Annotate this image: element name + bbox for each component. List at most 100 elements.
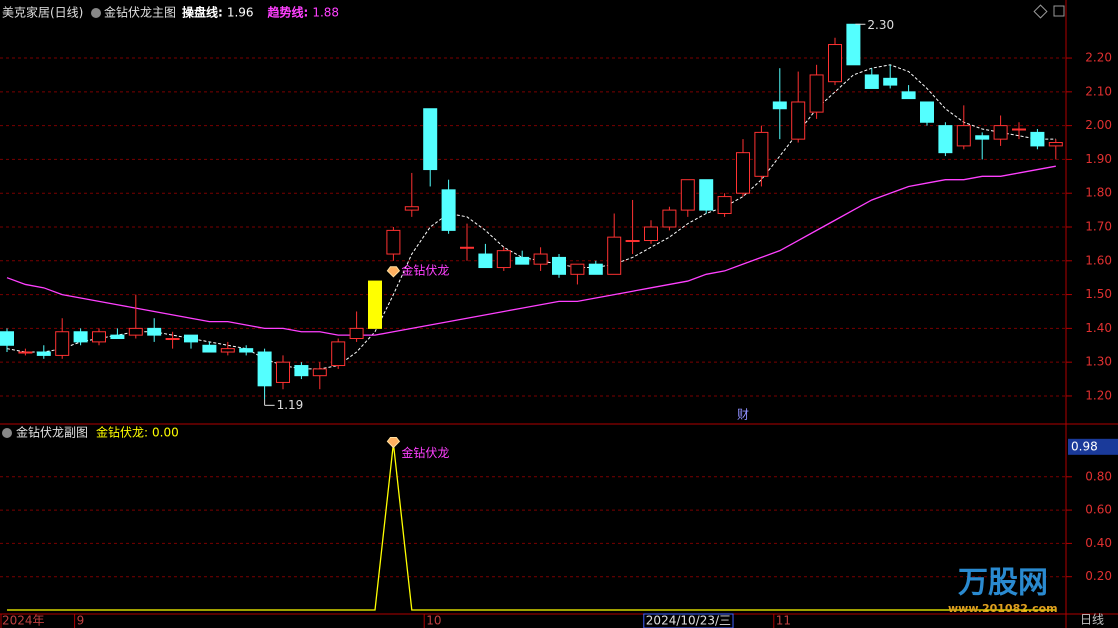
candle-body [662,209,677,228]
candle-body [1048,142,1063,147]
candle-body [644,226,658,242]
candle-body [920,101,934,123]
y-tick-label: 1.40 [1085,321,1112,335]
candle-body [294,365,309,377]
y-tick-label: 1.70 [1085,220,1112,234]
candle-body [1012,128,1026,131]
candle-body [975,135,990,140]
candle-body [0,331,14,346]
icon-diamond[interactable] [1033,4,1048,19]
signal-label: 金钻伏龙 [401,445,449,460]
x-tick-label: 11 [776,614,791,628]
candle-body [717,196,732,214]
candle-body [533,253,548,265]
menu-icon[interactable] [2,428,12,438]
x-tick-label: 2024/10/23/三 [646,614,731,628]
candle-body [680,179,695,211]
candle-body [552,256,566,275]
candle-body [478,253,493,269]
period-label: 日线 [1080,613,1104,627]
legend-name: 操盘线: [182,5,223,20]
y-tick-label: 1.80 [1085,186,1112,200]
y-tick-label: 1.20 [1085,388,1112,402]
legend-value: 1.88 [312,6,339,20]
icon-box[interactable] [1053,5,1065,17]
annotation-label: 财 [737,408,749,422]
candle-body [184,334,198,343]
candle-body [239,348,254,353]
candle-body [588,263,603,275]
candle-body [809,74,824,113]
candle-body [368,280,382,329]
legend-value: 1.96 [227,6,254,20]
candle-body [331,341,346,367]
candle-body [791,101,806,140]
candle-body [938,125,953,154]
candle-body [883,77,898,86]
candle-body [956,125,971,147]
candle-body [165,338,180,341]
y-tick-label: 1.90 [1085,152,1112,166]
candle-body [92,331,106,343]
annotation-label: 1.19 [277,398,304,412]
candle-body [128,327,143,336]
y-tick-label: 1.60 [1085,253,1112,267]
candle-body [36,351,51,356]
y-tick-label: 0.20 [1085,569,1112,583]
watermark-brand: 万股网 [958,566,1048,601]
diamond-marker [386,266,401,278]
x-tick-highlight [643,613,734,628]
legend-name: 金钻伏龙: [96,425,148,440]
candle-body [1030,131,1045,147]
candle-body [699,179,714,211]
indicator-line [7,443,1056,611]
y-tick-label: 1.30 [1085,355,1112,369]
y-tick-label: 0.80 [1085,469,1112,483]
candle-body [736,152,750,194]
candle-body [772,101,787,110]
candle-body [864,74,879,89]
candle-body [55,331,70,356]
candle-body [423,108,438,171]
signal-label: 金钻伏龙 [401,262,449,277]
candle-body [349,327,364,340]
y-tick-label: 1.50 [1085,287,1112,301]
menu-icon[interactable] [91,8,101,18]
candle-body [828,44,842,83]
candle-body [515,256,530,265]
candle-body [257,351,272,387]
candle-body [386,229,401,255]
candle-body [147,327,162,336]
legend-name: 趋势线: [268,5,309,20]
x-tick-label: 10 [426,614,441,628]
candle-body [312,368,327,377]
y-tick-label: 2.10 [1085,84,1112,98]
y-tick-label: 2.20 [1085,51,1112,65]
candle-body [73,331,88,343]
indicator-line [6,165,1056,336]
candle-body [496,250,511,269]
chart-title: 美克家居(日线) [2,5,83,20]
indicator-name: 金钻伏龙主图 [104,5,176,20]
indicator-line [6,64,1056,370]
candle-body [404,206,419,211]
annotation-label: 2.30 [867,18,894,32]
candle-body [754,131,769,177]
candle-body [110,334,125,340]
candle-body [460,246,474,249]
candle-body [220,348,235,353]
x-tick-label: 9 [77,614,85,628]
candle-body [993,125,1008,140]
x-tick-label: 2024年 [2,614,45,628]
watermark-url: www.201082.com [948,602,1058,615]
candle-body [570,263,585,275]
candle-body [441,189,456,231]
diamond-marker [386,436,401,449]
y-tick-label: 0.40 [1085,536,1112,550]
cursor-box [1068,438,1118,455]
y-tick-label: 0.60 [1085,503,1112,517]
legend-value: 0.00 [152,426,179,440]
candle-body [846,23,861,66]
y-tick-label: 2.00 [1085,118,1112,132]
